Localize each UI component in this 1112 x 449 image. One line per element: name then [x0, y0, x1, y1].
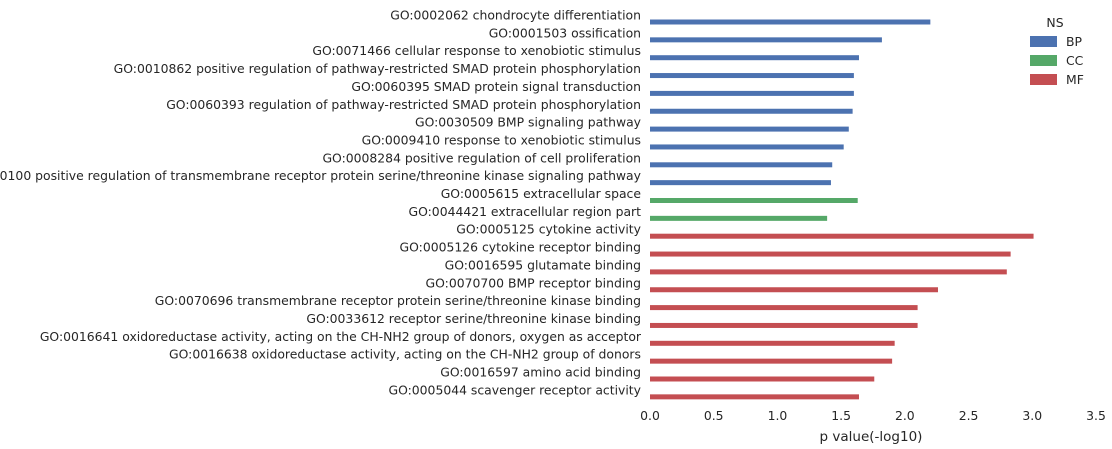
category-label: GO:0005126 cytokine receptor binding [400, 240, 641, 255]
bar-bp [650, 55, 859, 61]
category-label: GO:0008284 positive regulation of cell p… [322, 150, 641, 165]
legend-swatch-mf [1030, 74, 1057, 85]
x-axis-ticks-group: 0.0 0.5 1.0 1.5 2.0 2.5 3.0 3.5 [640, 408, 1106, 423]
bar-bp [650, 108, 853, 114]
category-label: GO:0016595 glutamate binding [445, 257, 641, 272]
legend-label-cc: CC [1066, 53, 1083, 68]
bar-mf [650, 358, 893, 364]
x-tick-label: 1.0 [768, 408, 788, 423]
bar-bp [650, 180, 831, 186]
category-label: GO:0070696 transmembrane receptor protei… [155, 293, 641, 308]
x-tick-label: 2.0 [895, 408, 915, 423]
bar-bp [650, 162, 833, 168]
category-label: GO:0016638 oxidoreductase activity, acti… [169, 347, 641, 362]
category-label: GO:0005044 scavenger receptor activity [388, 382, 641, 397]
bar-cc [650, 215, 828, 221]
legend-title: NS [1046, 15, 1063, 30]
bar-bp [650, 126, 849, 132]
category-label: GO:0005125 cytokine activity [456, 222, 641, 237]
bar-mf [650, 394, 859, 400]
category-label: GO:0016597 amino acid binding [440, 365, 641, 380]
category-label: GO:0033612 receptor serine/threonine kin… [306, 311, 641, 326]
bar-mf [650, 340, 895, 346]
bar-mf [650, 287, 938, 293]
category-label: GO:0016641 oxidoreductase activity, acti… [40, 329, 642, 344]
category-label: GO:0070700 BMP receptor binding [426, 275, 641, 290]
category-label: GO:0060395 SMAD protein signal transduct… [351, 79, 641, 94]
bar-mf [650, 305, 918, 311]
bar-mf [650, 322, 918, 328]
category-label: GO:0044421 extracellular region part [409, 204, 642, 219]
legend-swatch-cc [1030, 55, 1057, 66]
x-axis-title: p value(-log10) [820, 429, 923, 445]
bar-cc [650, 198, 858, 203]
x-tick-label: 3.5 [1086, 408, 1106, 423]
category-label: GO:0090100 positive regulation of transm… [0, 168, 641, 183]
legend: NS BP CC MF [1030, 15, 1084, 87]
bar-mf [650, 269, 1007, 275]
legend-label-bp: BP [1066, 34, 1083, 49]
bar-bp [650, 37, 882, 43]
category-label: GO:0071466 cellular response to xenobiot… [312, 43, 641, 58]
bar-bp [650, 144, 844, 150]
category-label: GO:0060393 regulation of pathway-restric… [166, 97, 641, 112]
bar-bp [650, 90, 854, 96]
legend-swatch-bp [1030, 36, 1057, 47]
x-tick-label: 2.5 [959, 408, 979, 423]
x-tick-label: 0.5 [704, 408, 724, 423]
x-tick-label: 3.0 [1022, 408, 1042, 423]
bars-group [650, 19, 1034, 400]
bar-mf [650, 376, 875, 382]
x-tick-label: 0.0 [640, 408, 660, 423]
category-label: GO:0010862 positive regulation of pathwa… [114, 61, 641, 76]
bar-bp [650, 73, 854, 79]
category-label: GO:0001503 ossification [489, 25, 641, 40]
category-label: GO:0002062 chondrocyte differentiation [390, 8, 641, 23]
bar-mf [650, 251, 1011, 257]
x-tick-label: 1.5 [831, 408, 851, 423]
category-label: GO:0030509 BMP signaling pathway [415, 115, 641, 130]
legend-label-mf: MF [1066, 72, 1084, 87]
bar-mf [650, 233, 1034, 239]
category-label: GO:0005615 extracellular space [441, 186, 641, 201]
bar-bp [650, 19, 931, 25]
category-label: GO:0009410 response to xenobiotic stimul… [362, 132, 641, 147]
category-labels-group: GO:0002062 chondrocyte differentiation GO… [0, 8, 642, 398]
